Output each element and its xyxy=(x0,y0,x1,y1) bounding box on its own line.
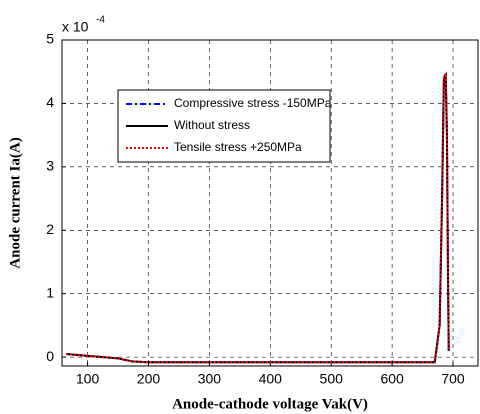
x-tick-label: 700 xyxy=(441,371,465,387)
y-tick-label: 5 xyxy=(46,31,54,47)
y-tick-label: 4 xyxy=(46,94,54,110)
x-tick-label: 100 xyxy=(76,371,100,387)
plot-area xyxy=(62,40,478,366)
legend-label: Compressive stress -150MPa xyxy=(174,96,332,110)
y-tick-label: 0 xyxy=(46,348,54,364)
y-tick-label: 3 xyxy=(46,158,54,174)
x-tick-label: 500 xyxy=(320,371,344,387)
axes-box xyxy=(61,39,479,367)
legend-label: Without stress xyxy=(174,118,250,132)
series-line xyxy=(66,69,450,364)
x-tick-label: 200 xyxy=(137,371,161,387)
legend-label: Tensile stress +250MPa xyxy=(174,140,302,154)
x-tick-label: 600 xyxy=(380,371,404,387)
y-tick-label: 1 xyxy=(46,284,54,300)
x-axis-label: Anode-cathode voltage Vak(V) xyxy=(172,396,368,412)
y-axis-label: Anode current Ia(A) xyxy=(7,137,23,268)
y-multiplier-exponent: -4 xyxy=(96,15,105,26)
x-tick-label: 300 xyxy=(198,371,222,387)
y-tick-label: 2 xyxy=(46,221,54,237)
x-tick-label: 400 xyxy=(259,371,283,387)
y-multiplier: x 10 xyxy=(62,19,89,35)
